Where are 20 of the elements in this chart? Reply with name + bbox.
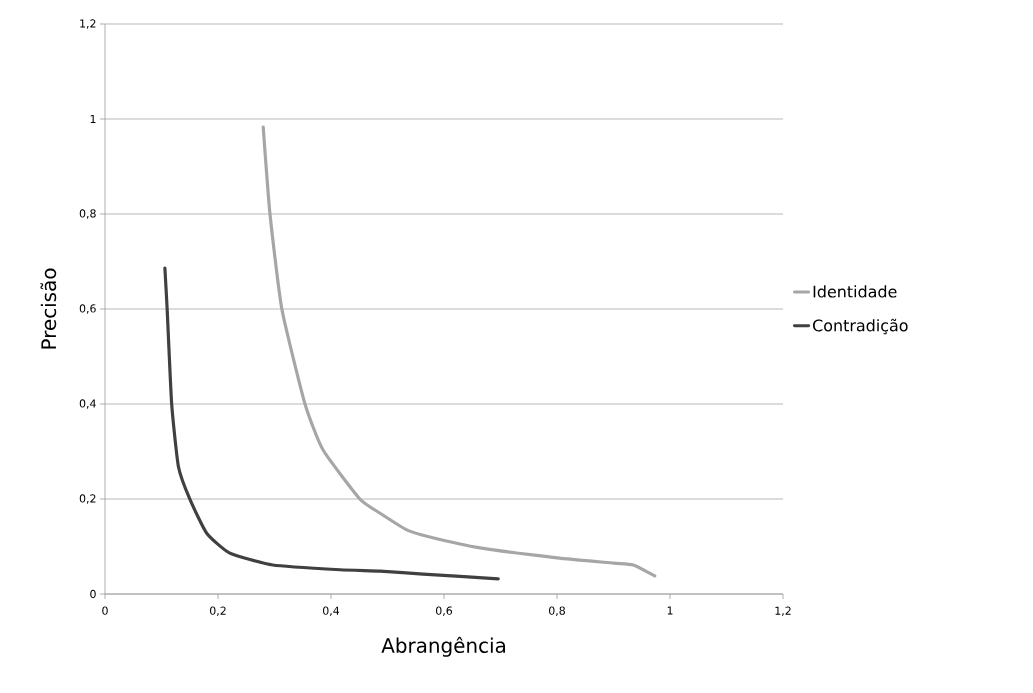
x-tick-label: 0,6 <box>436 606 453 616</box>
y-tick-label: 0,6 <box>79 304 96 314</box>
legend-label: Identidade <box>813 285 897 298</box>
y-tick-label: 0 <box>90 589 96 599</box>
x-tick-label: 0,8 <box>549 606 565 616</box>
y-tick-label: 0,8 <box>79 209 96 219</box>
line-series <box>163 266 500 581</box>
legend-label: Contradição <box>813 318 908 335</box>
y-tick-label: 1 <box>90 115 96 123</box>
y-tick-label: 1,2 <box>80 19 96 29</box>
x-axis-title: Abrangência <box>381 636 505 657</box>
x-tick-label: 0,2 <box>210 606 226 616</box>
line-series <box>261 125 657 578</box>
y-tick-label: 0,4 <box>79 399 96 409</box>
x-tick-label: 1 <box>667 606 673 615</box>
y-axis-title: Precisão <box>40 268 57 349</box>
x-tick-label: 0 <box>102 606 108 615</box>
x-tick-label: 0,4 <box>323 606 340 616</box>
x-tick-label: 1,2 <box>775 606 791 616</box>
y-tick-label: 0,2 <box>79 494 96 504</box>
